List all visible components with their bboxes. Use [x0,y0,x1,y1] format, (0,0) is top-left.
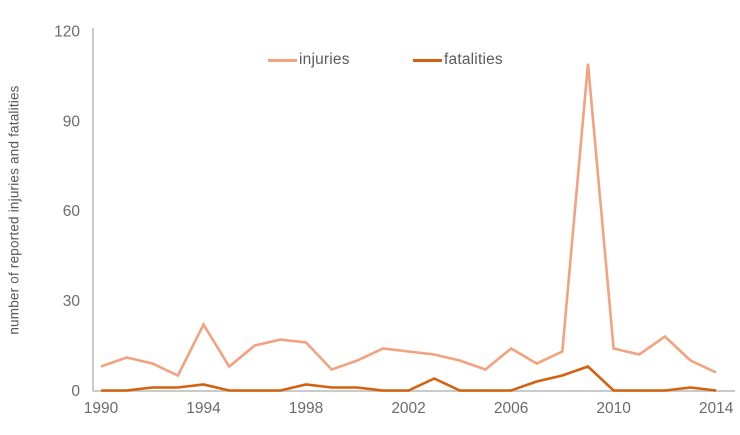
fatalities-line-swatch-icon [413,58,442,62]
legend-item-injuries: injuries [268,50,350,70]
y-tick-label: 30 [63,293,81,310]
injuries-line-swatch-icon [268,58,297,62]
legend-label-injuries: injuries [299,51,350,68]
y-tick-label: 120 [54,23,80,40]
y-tick-label: 90 [63,113,81,130]
fatalities-line [101,365,717,392]
x-tick-label: 2014 [699,400,734,417]
x-tick-label: 1994 [186,400,221,417]
x-tick-label: 2010 [596,400,631,417]
x-tick-label: 2002 [391,400,425,417]
y-tick-label: 60 [63,203,81,220]
x-tick-label: 1990 [84,400,119,417]
legend-label-fatalities: fatalities [444,51,503,68]
y-tick-label: 0 [71,383,80,400]
legend: injuries fatalities [0,50,740,70]
x-tick-label: 2006 [494,400,528,417]
injuries-line [100,63,717,378]
legend-item-fatalities: fatalities [413,50,503,70]
y-axis-title: number of reported injuries and fataliti… [6,85,22,335]
x-tick-label: 1998 [289,400,323,417]
